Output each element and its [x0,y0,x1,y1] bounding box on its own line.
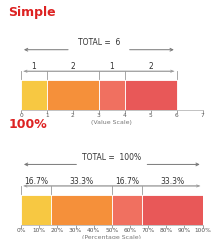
Bar [21,195,51,225]
Bar [21,80,47,110]
Text: 16.7%: 16.7% [115,177,139,186]
Bar [142,195,203,225]
Text: 100%: 100% [8,118,47,131]
Text: Simple: Simple [8,6,56,19]
Text: 2: 2 [148,62,153,71]
Bar [51,195,112,225]
Text: 1: 1 [32,62,37,71]
Text: 2: 2 [70,62,75,71]
Text: 1: 1 [110,62,114,71]
X-axis label: (Value Scale): (Value Scale) [91,120,132,125]
Bar [112,195,142,225]
Text: TOTAL =  6: TOTAL = 6 [78,38,120,47]
Bar [99,80,125,110]
Text: 16.7%: 16.7% [24,177,48,186]
Text: 33.3%: 33.3% [70,177,94,186]
Bar [47,80,99,110]
Text: 33.3%: 33.3% [160,177,184,186]
X-axis label: (Percentage Scale): (Percentage Scale) [82,234,141,239]
Text: TOTAL =  100%: TOTAL = 100% [82,153,141,162]
Bar [125,80,177,110]
